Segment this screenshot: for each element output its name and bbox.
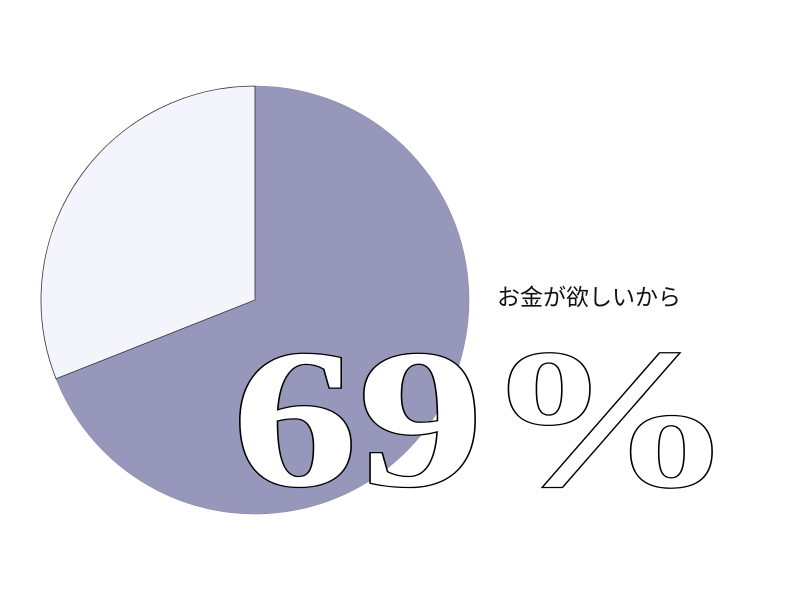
pie-slice-1	[55, 85, 470, 515]
pie-slice-2	[40, 85, 256, 380]
pie-slices	[40, 85, 470, 515]
annotation-label: お金が欲しいから	[497, 285, 681, 311]
highlight-percentage: 69%	[232, 308, 735, 528]
